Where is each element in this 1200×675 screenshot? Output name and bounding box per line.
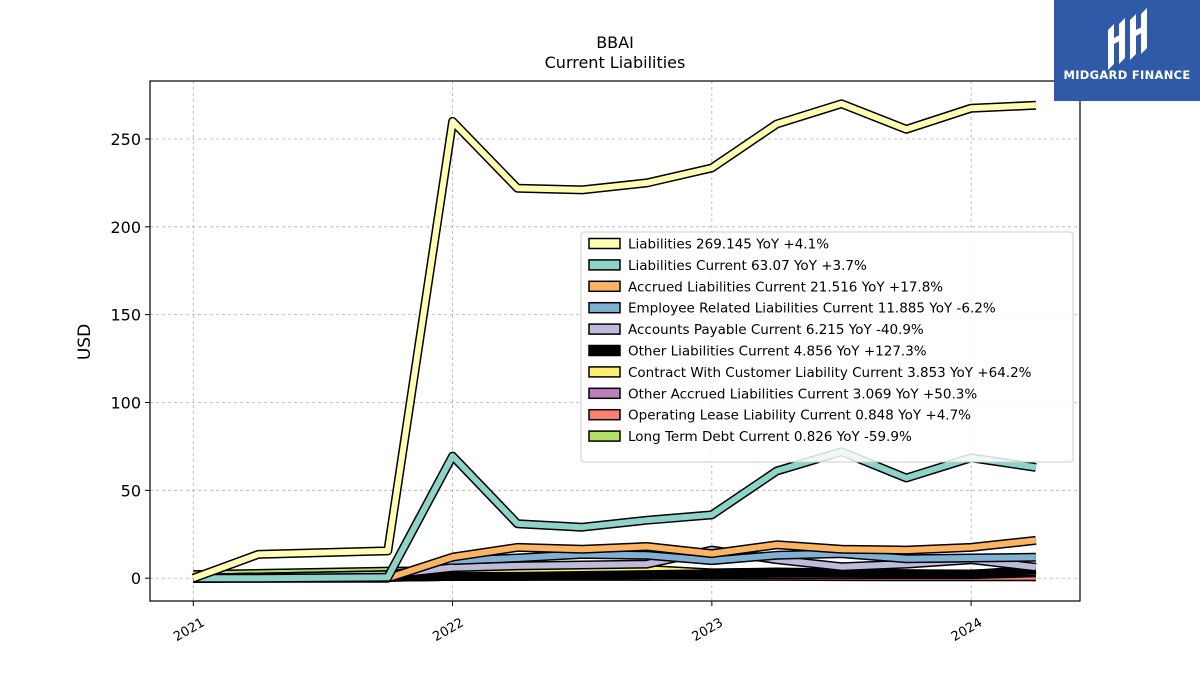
- legend-swatch: [588, 301, 621, 314]
- logo-mark-icon: [1108, 8, 1147, 70]
- y-tick-label: 250: [110, 130, 141, 149]
- legend-swatch: [588, 387, 621, 400]
- legend: Liabilities 269.145 YoY +4.1% Liabilities…: [580, 231, 1074, 463]
- legend-label: Liabilities Current 63.07 YoY +3.7%: [628, 258, 867, 274]
- series-line: [193, 448, 1037, 582]
- y-axis-label: USD: [75, 324, 95, 360]
- legend-item: Liabilities 269.145 YoY +4.1%: [588, 237, 829, 253]
- plot-frame: [149, 80, 1081, 602]
- legend-item: Accrued Liabilities Current 21.516 YoY +…: [588, 279, 943, 295]
- x-tick-label: 2023: [690, 615, 726, 645]
- logo-text: MIDGARD FINANCE: [1063, 68, 1191, 82]
- legend-swatch: [588, 280, 621, 293]
- legend-item: Long Term Debt Current 0.826 YoY -59.9%: [588, 429, 912, 445]
- y-tick-label: 50: [121, 481, 141, 500]
- legend-item: Employee Related Liabilities Current 11.…: [588, 301, 996, 317]
- legend-swatch: [588, 237, 621, 250]
- series-employee-related-liabilities-current: [452, 549, 1036, 566]
- plot-lines: [191, 99, 1037, 583]
- y-tick-label: 100: [110, 393, 141, 412]
- legend-label: Accrued Liabilities Current 21.516 YoY +…: [628, 279, 943, 295]
- legend-swatch: [588, 323, 621, 335]
- midgard-finance-logo: MIDGARD FINANCE: [1054, 0, 1200, 101]
- chart-title: BBAI: [596, 33, 634, 52]
- series-liabilities-current: [193, 447, 1037, 583]
- legend-swatch: [588, 259, 621, 271]
- legend-label: Operating Lease Liability Current 0.848 …: [628, 408, 971, 424]
- y-tick-label: 200: [110, 218, 141, 237]
- legend-label: Liabilities 269.145 YoY +4.1%: [628, 237, 829, 253]
- legend-item: Other Liabilities Current 4.856 YoY +127…: [588, 344, 927, 360]
- legend-swatch: [588, 366, 621, 378]
- legend-swatch: [588, 430, 621, 442]
- legend-label: Other Liabilities Current 4.856 YoY +127…: [628, 344, 927, 360]
- series-line: [452, 550, 1036, 564]
- legend-swatch: [588, 344, 621, 357]
- legend-item: Accounts Payable Current 6.215 YoY -40.9…: [588, 322, 924, 338]
- series-other-liabilities-current: [193, 565, 1037, 583]
- legend-item: Liabilities Current 63.07 YoY +3.7%: [588, 258, 867, 274]
- series-liabilities: [191, 99, 1037, 583]
- legend-label: Accounts Payable Current 6.215 YoY -40.9…: [628, 322, 924, 338]
- legend-item: Contract With Customer Liability Current…: [588, 365, 1032, 381]
- legend-label: Contract With Customer Liability Current…: [628, 365, 1032, 381]
- legend-item: Other Accrued Liabilities Current 3.069 …: [588, 386, 977, 402]
- series-line: [193, 566, 1037, 582]
- legend-swatch: [588, 408, 621, 421]
- legend-box: [580, 231, 1074, 463]
- x-tick-label: 2024: [949, 615, 985, 645]
- y-tick-label: 150: [110, 306, 141, 325]
- x-tick-label: 2021: [171, 615, 207, 645]
- series-line: [192, 100, 1037, 582]
- x-tick-label: 2022: [430, 615, 466, 645]
- chart-subtitle: Current Liabilities: [545, 53, 686, 72]
- legend-label: Other Accrued Liabilities Current 3.069 …: [628, 386, 977, 402]
- legend-item: Operating Lease Liability Current 0.848 …: [588, 408, 971, 424]
- legend-label: Employee Related Liabilities Current 11.…: [628, 301, 996, 317]
- legend-label: Long Term Debt Current 0.826 YoY -59.9%: [628, 429, 912, 445]
- y-tick-label: 0: [131, 569, 141, 588]
